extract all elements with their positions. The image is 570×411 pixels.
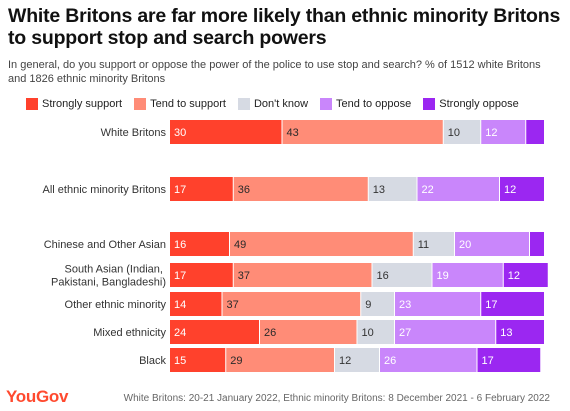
bar-segment-strongly-oppose [526,120,544,144]
bar-segment-tend-to-oppose [481,120,526,144]
category-label-south-asian-indian-pakistani-bangladeshi: South Asian (Indian, Pakistani, Banglade… [51,264,166,289]
bar-segment-don-t-know [372,263,432,287]
bar-segment-don-t-know [357,320,394,344]
bar-segment-tend-to-support [260,320,357,344]
data-label-strongly-support: 30 [174,127,186,139]
bar-segment-tend-to-oppose [432,263,503,287]
bar-segment-strongly-oppose [503,263,548,287]
bar-segment-strongly-oppose [500,177,544,201]
chart-subtitle: In general, do you support or oppose the… [8,59,541,85]
bar-segment-don-t-know [335,348,379,372]
bar-segment-tend-to-support [230,232,413,256]
bar-segment-tend-to-oppose [395,292,481,316]
data-label-strongly-support: 17 [174,184,186,196]
bar-segment-tend-to-oppose [455,232,529,256]
data-label-tend-to-support: 37 [238,270,250,282]
data-label-tend-to-oppose: 19 [437,270,449,282]
data-label-tend-to-oppose: 12 [485,127,497,139]
data-label-don-t-know: 12 [339,355,351,367]
legend-label-dont-know: Don't know [253,98,309,110]
legend-label-tend-to-support: Tend to support [150,98,226,110]
data-label-tend-to-oppose: 26 [384,355,396,367]
data-label-tend-to-oppose: 22 [422,184,434,196]
data-label-tend-to-support: 29 [230,355,242,367]
bar-segment-strongly-support [170,292,222,316]
bar-segment-don-t-know [361,292,394,316]
legend-label-tend-to-oppose: Tend to oppose [336,98,412,110]
data-label-don-t-know: 10 [362,327,374,339]
data-label-strongly-oppose: 17 [485,299,497,311]
data-label-strongly-oppose: 12 [504,184,516,196]
legend-swatch-tend-to-support [134,98,147,110]
legend-item-tend-to-support: Tend to support [134,98,226,110]
yougov-logo: YouGov [6,387,69,406]
bar-segment-don-t-know [368,177,417,201]
data-label-strongly-support: 16 [174,239,186,251]
data-label-strongly-oppose: 13 [500,327,512,339]
data-label-tend-to-oppose: 23 [399,299,411,311]
data-label-don-t-know: 16 [377,270,389,282]
legend-swatch-strongly-support [26,98,38,110]
bar-segment-strongly-oppose [481,292,544,316]
legend-swatch-tend-to-oppose [320,98,333,110]
legend-item-strongly-oppose: Strongly oppose [423,98,519,110]
bar-segment-tend-to-oppose [380,348,477,372]
legend-swatch-strongly-oppose [423,98,436,110]
data-label-strongly-oppose: 12 [508,270,520,282]
bar-segment-strongly-support [170,263,233,287]
bar-segment-tend-to-oppose [417,177,499,201]
bar-segment-strongly-oppose [530,232,544,256]
legend-swatch-dont-know [237,98,250,110]
data-label-strongly-support: 14 [174,299,186,311]
data-label-tend-to-support: 26 [264,327,276,339]
data-label-tend-to-support: 49 [234,239,246,251]
bar-segment-tend-to-support [226,348,334,372]
data-label-tend-to-oppose: 27 [399,327,411,339]
data-label-strongly-oppose: 17 [482,355,494,367]
chart-legend: Strongly support Tend to support Don't k… [26,97,531,111]
bar-segment-strongly-oppose [477,348,541,372]
legend-label-strongly-oppose: Strongly oppose [439,98,519,110]
bar-segment-tend-to-support [282,120,443,144]
category-label-white-britons: White Britons [101,127,167,139]
bar-segment-strongly-oppose [496,320,544,344]
bar-segment-strongly-support [170,232,229,256]
category-label-mixed-ethnicity: Mixed ethnicity [93,327,166,339]
category-label-black: Black [139,355,166,367]
category-label-other-ethnic-minority: Other ethnic minority [65,299,167,311]
data-label-don-t-know: 13 [373,184,385,196]
data-label-strongly-support: 15 [174,355,186,367]
chart-title: White Britons are far more likely than e… [8,5,561,49]
bar-segment-tend-to-oppose [395,320,496,344]
category-label-all-ethnic-minority-britons: All ethnic minority Britons [43,184,167,196]
bar-segment-strongly-support [170,120,282,144]
data-label-tend-to-support: 43 [287,127,299,139]
data-label-don-t-know: 10 [448,127,460,139]
data-label-tend-to-support: 37 [227,299,239,311]
data-label-don-t-know: 11 [418,239,429,251]
legend-item-strongly-support: Strongly support [26,98,122,110]
category-label-chinese-and-other-asian: Chinese and Other Asian [44,239,166,251]
data-label-strongly-support: 24 [174,327,186,339]
data-label-don-t-know: 9 [365,299,371,311]
bar-segment-strongly-support [170,177,233,201]
data-label-strongly-support: 17 [174,270,186,282]
bar-segment-tend-to-support [222,292,361,316]
bar-segment-don-t-know [413,232,454,256]
source-note: White Britons: 20-21 January 2022, Ethni… [123,393,550,404]
legend-item-dont-know: Don't know [237,98,309,110]
bar-segment-tend-to-support [233,177,368,201]
data-label-tend-to-oppose: 20 [459,239,471,251]
bar-segment-strongly-support [170,320,259,344]
legend-label-strongly-support: Strongly support [42,98,123,110]
bar-segment-don-t-know [443,120,481,144]
data-label-tend-to-support: 36 [238,184,250,196]
bar-segment-tend-to-support [233,263,372,287]
legend-item-tend-to-oppose: Tend to oppose [320,98,411,110]
bar-segment-strongly-support [170,348,226,372]
